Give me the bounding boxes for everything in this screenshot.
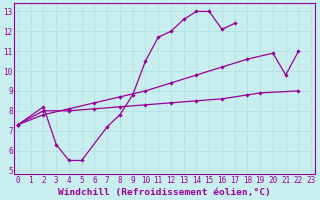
- X-axis label: Windchill (Refroidissement éolien,°C): Windchill (Refroidissement éolien,°C): [58, 188, 271, 197]
